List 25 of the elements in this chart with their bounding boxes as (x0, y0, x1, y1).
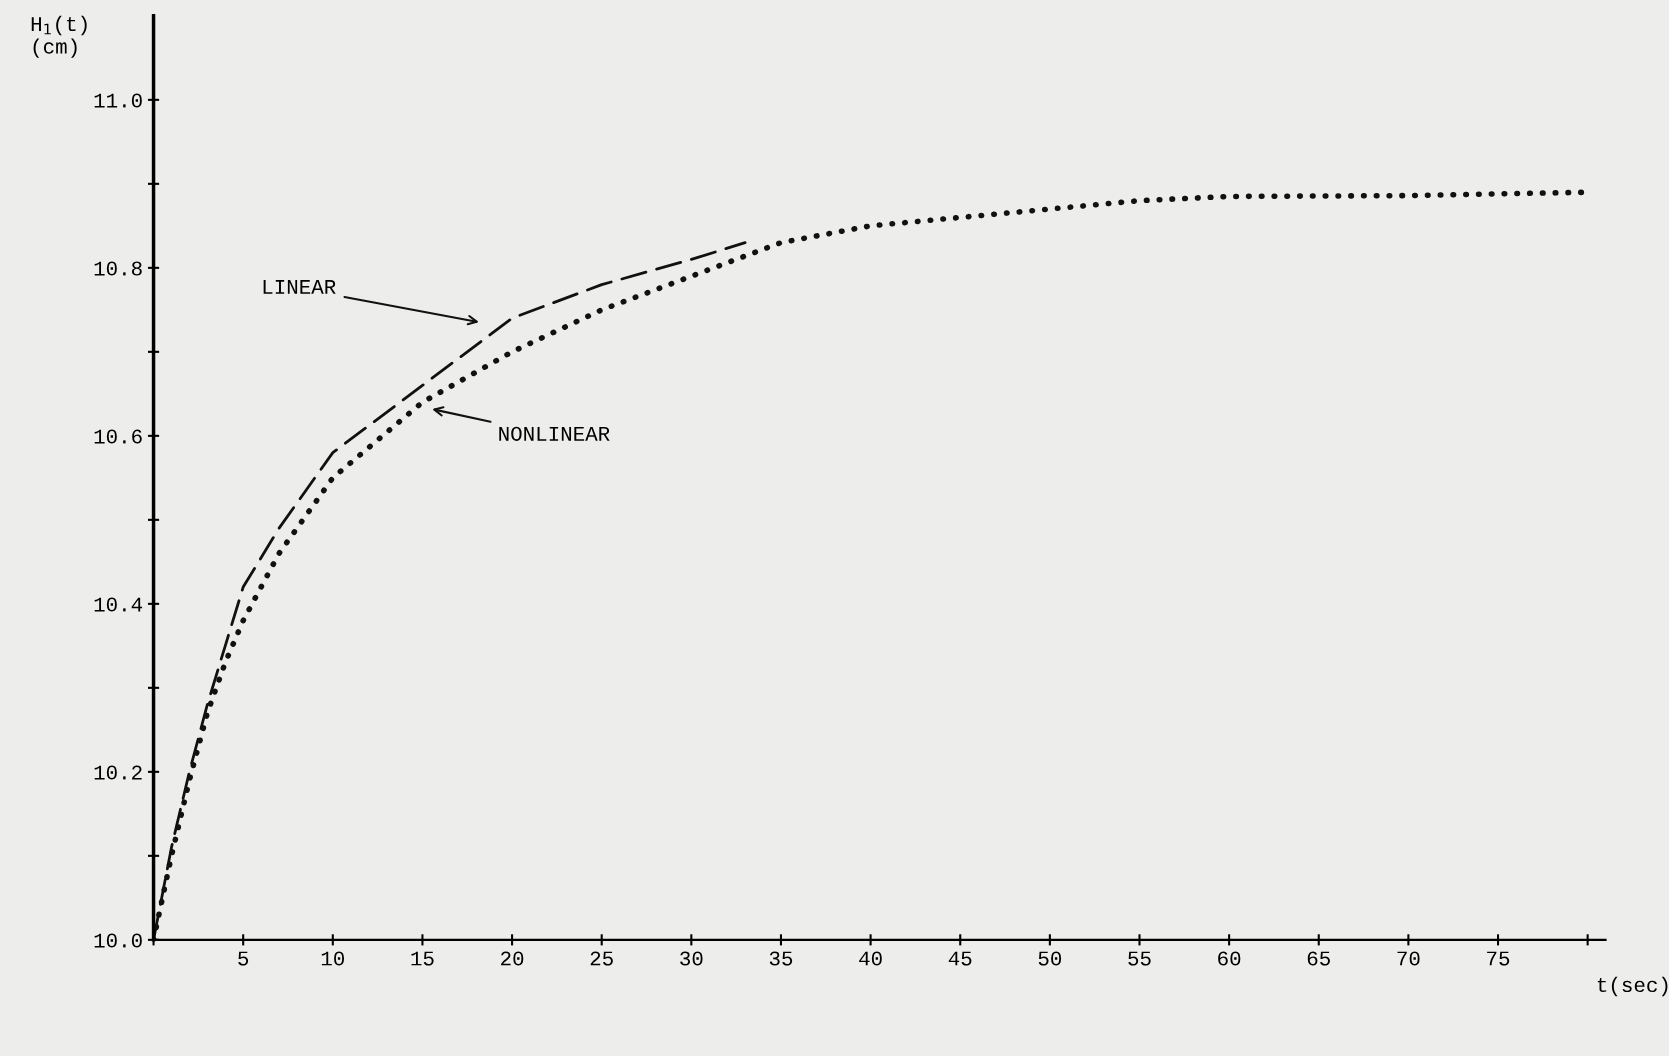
y-tick-label: 10.2 (94, 765, 142, 780)
y-tick-label: 10.0 (94, 933, 142, 948)
x-tick-label: 20 (501, 951, 524, 966)
x-tick-label: 65 (1307, 951, 1330, 966)
x-tick-label: 75 (1487, 951, 1510, 966)
annotation: NONLINEAR (499, 426, 610, 441)
x-tick-label: 40 (859, 951, 882, 966)
y-tick-label: 10.6 (94, 429, 142, 444)
x-tick-label: 15 (411, 951, 434, 966)
x-tick-label: 5 (238, 951, 249, 966)
x-tick-label: 35 (769, 951, 793, 966)
x-tick-label: 55 (1128, 951, 1151, 966)
y-tick-label: 10.8 (94, 261, 142, 276)
x-tick-label: 25 (590, 951, 613, 966)
x-tick-label: 70 (1397, 951, 1420, 966)
y-tick-label: 11.0 (94, 93, 142, 108)
x-tick-label: 10 (321, 951, 345, 966)
x-tick-label: 50 (1038, 951, 1062, 966)
x-tick-label: 60 (1218, 951, 1241, 966)
x-tick-label: 30 (680, 951, 703, 966)
y-tick-label: 10.4 (94, 597, 143, 612)
y-axis-title: H$_{1}$(t) (cm) (31, 15, 87, 58)
x-tick-label: 45 (948, 951, 972, 966)
annotation: LINEAR (263, 280, 336, 294)
x-axis-title: t(sec) (1597, 976, 1668, 997)
